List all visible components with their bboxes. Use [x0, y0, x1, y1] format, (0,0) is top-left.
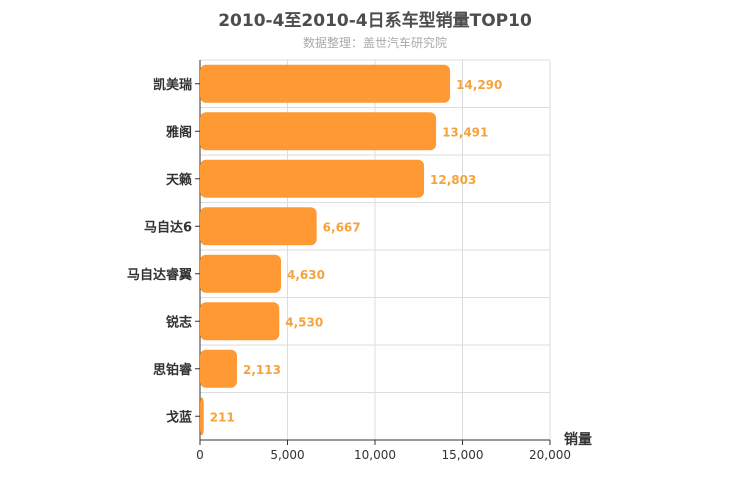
x-tick-label: 20,000	[529, 448, 571, 462]
x-tick-label: 0	[196, 448, 204, 462]
chart-subtitle: 数据整理：盖世汽车研究院	[302, 36, 447, 50]
category-label: 戈蓝	[166, 409, 192, 425]
data-label: 12,803	[430, 173, 476, 187]
category-label: 凯美瑞	[153, 77, 192, 93]
x-tick-label: 5,000	[270, 448, 304, 462]
category-label: 马自达6	[144, 219, 192, 235]
bar	[200, 397, 204, 436]
bar	[200, 159, 425, 198]
bar	[200, 207, 317, 246]
data-label: 4,530	[285, 315, 323, 329]
bar	[200, 302, 280, 341]
x-tick-label: 10,000	[354, 448, 396, 462]
bar	[200, 64, 451, 103]
data-label: 211	[210, 410, 235, 424]
bar	[200, 349, 237, 388]
data-label: 2,113	[243, 363, 281, 377]
bar	[200, 112, 437, 151]
data-label: 6,667	[323, 220, 361, 234]
category-label: 思铂睿	[153, 362, 193, 378]
chart-title: 2010-4至2010-4日系车型销量TOP10	[218, 11, 532, 31]
category-label: 雅阁	[166, 124, 192, 140]
data-label: 4,630	[287, 268, 325, 282]
x-axis-title: 销量	[564, 431, 592, 448]
bar	[200, 254, 282, 293]
category-label: 马自达睿翼	[127, 267, 192, 283]
category-label: 锐志	[166, 314, 192, 330]
data-label: 14,290	[456, 78, 502, 92]
category-label: 天籁	[166, 172, 192, 188]
x-tick-label: 15,000	[442, 448, 484, 462]
data-label: 13,491	[442, 125, 488, 139]
